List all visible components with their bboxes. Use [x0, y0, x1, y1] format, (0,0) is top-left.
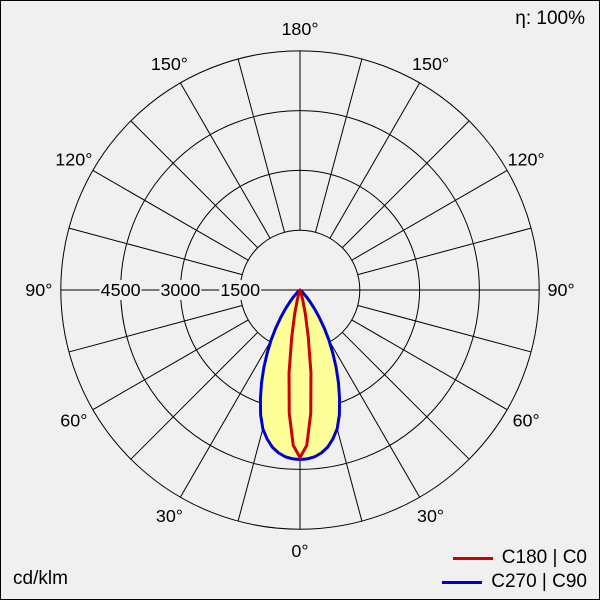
angle-tick-label: 120°	[508, 149, 545, 169]
polar-grid	[60, 50, 540, 530]
legend-item-c90: C270 | C90	[442, 570, 587, 594]
angle-tick-label: 90°	[548, 280, 575, 300]
angle-tick-label: 150°	[412, 54, 449, 74]
angle-tick-label: 120°	[55, 149, 92, 169]
radial-tick-label: 4500	[101, 280, 141, 300]
curve-c180-c0	[287, 288, 313, 459]
angle-tick-label: 0°	[291, 541, 308, 561]
legend-label-c90: C270 | C90	[491, 571, 587, 592]
angle-tick-label: 30°	[156, 506, 183, 526]
radial-tick-label: 3000	[160, 280, 200, 300]
unit-label: cd/klm	[13, 568, 68, 589]
efficiency-label: η: 100%	[515, 8, 585, 29]
legend: C180 | C0 C270 | C90	[442, 546, 587, 594]
axis-labels: 1500 3000 4500 0° 30° 30° 60° 60° 90° 90° 120° 120°…	[25, 19, 574, 561]
angle-tick-label: 30°	[417, 506, 444, 526]
angle-tick-label: 60°	[60, 411, 87, 431]
angle-tick-label: 150°	[151, 54, 188, 74]
legend-item-c0: C180 | C0	[442, 546, 587, 570]
radial-tick-label: 1500	[220, 280, 260, 300]
angle-tick-label: 60°	[513, 411, 540, 431]
legend-line-c90	[442, 580, 483, 584]
angle-tick-label: 90°	[25, 280, 52, 300]
angle-tick-label: 180°	[281, 19, 318, 39]
legend-line-c0	[452, 556, 493, 560]
legend-label-c0: C180 | C0	[501, 547, 587, 568]
